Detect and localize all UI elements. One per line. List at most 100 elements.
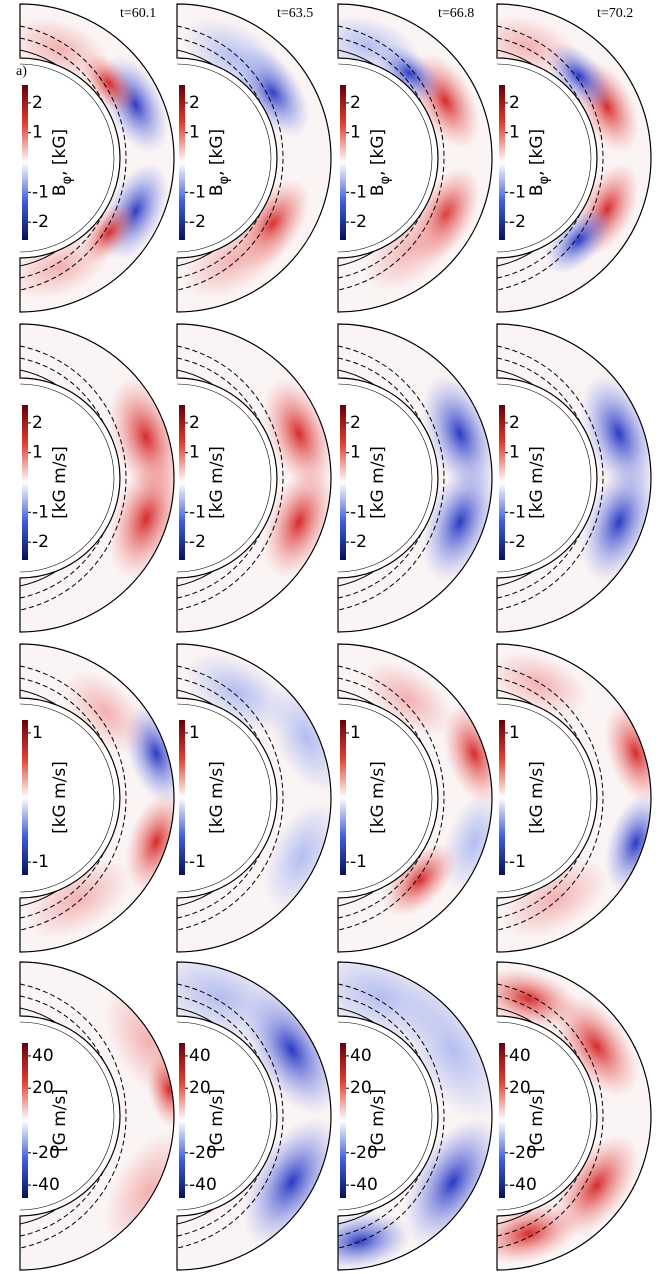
- label-part: [G m/s]: [527, 1089, 547, 1152]
- colorbar-tick-label: 2: [32, 413, 43, 433]
- colorbar-tick-label: 40: [509, 1046, 531, 1066]
- colorbar: [22, 1043, 28, 1198]
- time-label: t=70.2: [597, 6, 633, 21]
- colorbar-tick-label: -40: [189, 1175, 217, 1195]
- label-part: B: [527, 185, 547, 197]
- colorbar-tick-label: -2: [350, 212, 367, 232]
- colorbar-label: [kG m/s]: [368, 761, 388, 834]
- label-part: [kG m/s]: [207, 446, 227, 519]
- colorbar: [179, 405, 185, 560]
- label-part: [kG m/s]: [207, 761, 227, 834]
- colorbar-tick-label: 2: [189, 93, 200, 113]
- figure: 21-1-2Bφ, [kG]21-1-2Bφ, [kG]21-1-2Bφ, [k…: [0, 0, 665, 1274]
- colorbar-label: [kG m/s]: [207, 761, 227, 834]
- panel-label: a): [16, 64, 27, 79]
- panel: [497, 324, 665, 632]
- colorbar-tick-label: 2: [350, 93, 361, 113]
- colorbar-tick-label: -40: [509, 1175, 537, 1195]
- colorbar-label: [G m/s]: [50, 1089, 70, 1152]
- colorbar-tick-label: -1: [32, 502, 49, 522]
- panel: [12, 644, 199, 955]
- colorbar-tick-label: -1: [509, 852, 526, 872]
- colorbar: [22, 85, 28, 240]
- colorbar: [179, 1043, 185, 1198]
- colorbar-tick-label: 2: [32, 93, 43, 113]
- colorbar: [22, 405, 28, 560]
- colorbar-label: Bφ, [kG]: [50, 129, 75, 196]
- label-part: φ: [60, 176, 75, 185]
- label-part: , [kG]: [207, 129, 227, 176]
- label-part: φ: [217, 176, 232, 185]
- label-part: , [kG]: [50, 129, 70, 176]
- panel: [471, 958, 656, 1274]
- colorbar-label: [kG m/s]: [368, 446, 388, 519]
- colorbar: [499, 1043, 505, 1198]
- colorbar: [499, 405, 505, 560]
- colorbar-tick-label: -1: [189, 182, 206, 202]
- colorbar-tick-label: 2: [509, 413, 520, 433]
- colorbar-tick-label: -2: [509, 532, 526, 552]
- colorbar-label: Bφ, [kG]: [207, 129, 232, 196]
- colorbar-tick-label: -2: [509, 212, 526, 232]
- colorbar-tick-label: -1: [350, 502, 367, 522]
- colorbar-tick-label: 2: [189, 413, 200, 433]
- colorbar-label: [kG m/s]: [50, 761, 70, 834]
- panel: [177, 324, 348, 632]
- colorbar-tick-label: 1: [509, 443, 520, 463]
- colorbar-tick-label: 1: [509, 123, 520, 143]
- colorbar: [340, 405, 346, 560]
- panel: [169, 1, 331, 315]
- colorbar-tick-label: 1: [350, 123, 361, 143]
- colorbar: [179, 720, 185, 875]
- colorbar-tick-label: 1: [509, 723, 520, 743]
- colorbar-tick-label: 2: [350, 413, 361, 433]
- colorbar-tick-label: -1: [189, 852, 206, 872]
- colorbar-label: [kG m/s]: [527, 761, 547, 834]
- colorbar-tick-label: -1: [509, 502, 526, 522]
- colorbar-tick-label: 1: [189, 443, 200, 463]
- colorbar-tick-label: -40: [32, 1175, 60, 1195]
- label-part: [G m/s]: [207, 1089, 227, 1152]
- colorbar-tick-label: 2: [509, 93, 520, 113]
- label-part: , [kG]: [368, 129, 388, 176]
- colorbar-label: [G m/s]: [207, 1089, 227, 1152]
- label-part: B: [368, 185, 388, 197]
- colorbar-tick-label: -1: [32, 852, 49, 872]
- label-part: B: [50, 185, 70, 197]
- panel: [338, 644, 517, 952]
- label-part: [kG m/s]: [527, 761, 547, 834]
- colorbar-tick-label: 1: [189, 723, 200, 743]
- colorbar-tick-label: -2: [32, 212, 49, 232]
- panel: [20, 324, 197, 632]
- panel-bg: [20, 962, 174, 1270]
- colorbar-tick-label: 40: [32, 1046, 54, 1066]
- label-part: [kG m/s]: [527, 446, 547, 519]
- label-part: B: [207, 185, 227, 197]
- colorbar: [499, 85, 505, 240]
- colorbar: [179, 85, 185, 240]
- time-label: t=60.1: [120, 6, 156, 21]
- colorbar-label: Bφ, [kG]: [527, 129, 552, 196]
- colorbar-tick-label: -40: [350, 1175, 378, 1195]
- label-part: φ: [378, 176, 393, 185]
- colorbar-tick-label: 40: [189, 1046, 211, 1066]
- colorbar-tick-label: 40: [350, 1046, 372, 1066]
- colorbar-tick-label: 1: [350, 443, 361, 463]
- panel: [480, 640, 665, 956]
- time-label: t=63.5: [277, 6, 313, 21]
- colorbar-label: [kG m/s]: [207, 446, 227, 519]
- label-part: φ: [537, 176, 552, 185]
- colorbar-label: [G m/s]: [527, 1089, 547, 1152]
- colorbar: [22, 720, 28, 875]
- colorbar-tick-label: 1: [32, 723, 43, 743]
- time-label: t=66.8: [438, 6, 474, 21]
- colorbar-tick-label: 1: [32, 123, 43, 143]
- colorbar-tick-label: -2: [189, 532, 206, 552]
- panel: [1, 4, 182, 312]
- colorbar: [340, 720, 346, 875]
- label-part: , [kG]: [527, 129, 547, 176]
- panel: [171, 636, 360, 952]
- colorbar: [499, 720, 505, 875]
- colorbar-label: [kG m/s]: [50, 446, 70, 519]
- colorbar-tick-label: 1: [32, 443, 43, 463]
